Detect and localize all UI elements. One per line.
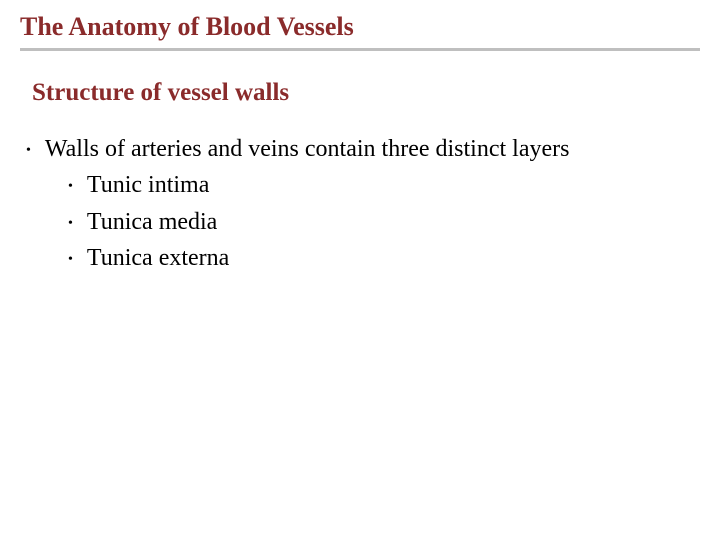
bullet-text: Walls of arteries and veins contain thre… bbox=[45, 133, 570, 165]
slide: The Anatomy of Blood Vessels Structure o… bbox=[0, 0, 720, 540]
bullet-dot-icon: • bbox=[68, 252, 73, 268]
bullet-level1: • Walls of arteries and veins contain th… bbox=[26, 133, 700, 165]
title-bar: The Anatomy of Blood Vessels bbox=[20, 12, 700, 51]
slide-subtitle: Structure of vessel walls bbox=[32, 79, 700, 107]
bullet-text: Tunica externa bbox=[87, 242, 229, 274]
slide-title: The Anatomy of Blood Vessels bbox=[20, 12, 700, 42]
bullet-dot-icon: • bbox=[26, 143, 31, 159]
bullet-text: Tunic intima bbox=[87, 169, 209, 201]
bullet-dot-icon: • bbox=[68, 216, 73, 232]
bullet-dot-icon: • bbox=[68, 179, 73, 195]
bullet-level2: • Tunic intima bbox=[68, 169, 700, 201]
bullet-level2: • Tunica media bbox=[68, 206, 700, 238]
bullet-text: Tunica media bbox=[87, 206, 217, 238]
bullet-level2: • Tunica externa bbox=[68, 242, 700, 274]
